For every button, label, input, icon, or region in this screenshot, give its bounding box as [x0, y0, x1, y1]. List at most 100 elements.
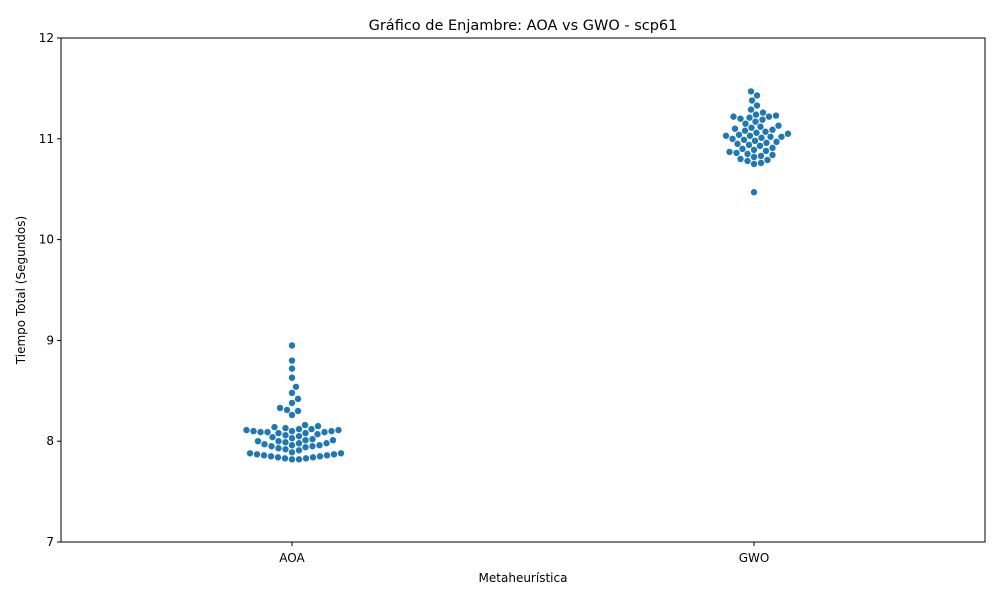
- data-point-aoa: [288, 449, 296, 456]
- data-point-aoa: [294, 395, 302, 403]
- data-point-gwo: [750, 189, 758, 196]
- y-tick-label: 8: [46, 434, 54, 448]
- data-point-aoa: [288, 456, 296, 463]
- data-point-gwo: [722, 132, 730, 139]
- data-point-gwo: [769, 151, 776, 159]
- data-point-gwo: [784, 130, 792, 137]
- data-point-gwo: [764, 156, 771, 164]
- data-point-gwo: [765, 113, 773, 120]
- data-point-aoa: [301, 421, 309, 429]
- data-point-gwo: [759, 116, 766, 123]
- data-point-gwo: [750, 146, 758, 154]
- data-point-aoa: [302, 444, 309, 451]
- data-point-aoa: [288, 389, 296, 397]
- x-axis-label: Metaheurística: [479, 571, 568, 585]
- data-point-aoa: [295, 456, 303, 463]
- data-point-gwo: [739, 145, 746, 153]
- data-point-gwo: [731, 125, 739, 132]
- data-point-aoa: [246, 450, 254, 457]
- data-point-aoa: [276, 404, 284, 412]
- data-point-aoa: [309, 435, 316, 443]
- data-point-gwo: [767, 133, 774, 140]
- data-point-gwo: [753, 102, 761, 109]
- data-point-aoa: [261, 441, 268, 448]
- data-point-gwo: [757, 159, 765, 167]
- points-layer: [243, 88, 792, 463]
- data-point-aoa: [323, 440, 330, 447]
- data-point-aoa: [271, 423, 278, 431]
- data-point-gwo: [757, 152, 765, 160]
- data-point-gwo: [752, 111, 760, 118]
- data-point-gwo: [753, 129, 760, 136]
- data-point-aoa: [302, 436, 309, 444]
- x-tick-label: AOA: [279, 551, 305, 565]
- data-point-aoa: [250, 427, 257, 435]
- data-point-aoa: [316, 453, 324, 460]
- data-point-gwo: [758, 134, 765, 141]
- data-point-gwo: [750, 153, 758, 161]
- data-point-aoa: [282, 431, 289, 439]
- data-point-gwo: [744, 150, 751, 158]
- data-point-gwo: [733, 149, 740, 157]
- data-point-aoa: [294, 407, 302, 415]
- data-point-gwo: [759, 109, 767, 116]
- data-point-aoa: [275, 429, 282, 437]
- data-point-gwo: [730, 113, 737, 120]
- data-point-aoa: [274, 454, 282, 461]
- data-point-gwo: [734, 140, 741, 148]
- data-point-gwo: [756, 142, 764, 150]
- data-point-gwo: [762, 147, 770, 155]
- data-point-aoa: [253, 451, 261, 458]
- x-tick-label: GWO: [739, 551, 770, 565]
- data-point-gwo: [753, 92, 761, 99]
- data-point-aoa: [288, 427, 296, 435]
- data-point-aoa: [314, 422, 322, 430]
- data-point-aoa: [288, 365, 296, 372]
- y-axis-label: Tiempo Total (Segundos): [14, 216, 28, 365]
- data-point-gwo: [762, 128, 769, 135]
- data-point-aoa: [314, 430, 321, 438]
- data-point-gwo: [746, 132, 754, 139]
- data-point-aoa: [257, 428, 264, 436]
- data-point-gwo: [763, 139, 770, 147]
- data-point-aoa: [282, 424, 289, 432]
- data-point-gwo: [773, 138, 780, 146]
- data-point-aoa: [309, 454, 317, 461]
- plot-frame: [60, 37, 986, 543]
- data-point-gwo: [748, 124, 755, 131]
- data-point-gwo: [735, 131, 743, 138]
- data-point-gwo: [744, 157, 751, 165]
- data-point-gwo: [750, 160, 758, 168]
- data-point-aoa: [288, 434, 296, 442]
- data-point-aoa: [269, 433, 276, 441]
- data-point-aoa: [283, 406, 291, 414]
- data-point-gwo: [748, 97, 756, 104]
- data-point-aoa: [295, 425, 303, 433]
- data-point-aoa: [288, 399, 296, 407]
- data-point-aoa: [254, 438, 262, 445]
- data-point-gwo: [742, 120, 749, 127]
- data-point-gwo: [745, 141, 753, 149]
- data-point-aoa: [309, 443, 316, 450]
- data-point-aoa: [328, 427, 335, 435]
- data-point-aoa: [295, 432, 303, 440]
- data-point-aoa: [292, 383, 300, 390]
- data-point-gwo: [751, 137, 759, 145]
- data-point-gwo: [740, 136, 748, 144]
- chart-title: Gráfico de Enjambre: AOA vs GWO - scp61: [369, 18, 678, 34]
- axes-layer: 7 8 9 10 11 12 AOA GWO: [39, 31, 770, 565]
- data-point-aoa: [288, 342, 296, 349]
- data-point-aoa: [260, 452, 268, 459]
- data-point-gwo: [769, 126, 776, 133]
- data-point-aoa: [288, 442, 296, 449]
- data-point-aoa: [288, 411, 296, 419]
- data-point-aoa: [335, 426, 342, 434]
- data-point-gwo: [726, 148, 733, 156]
- data-point-aoa: [275, 445, 282, 452]
- data-point-gwo: [737, 155, 744, 163]
- data-point-gwo: [752, 118, 759, 125]
- data-point-aoa: [282, 439, 289, 446]
- data-point-aoa: [281, 455, 289, 462]
- data-point-aoa: [295, 440, 303, 447]
